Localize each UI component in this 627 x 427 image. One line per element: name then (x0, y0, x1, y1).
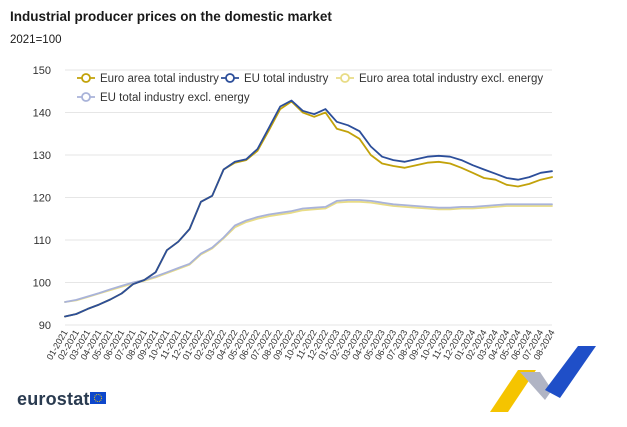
chart-subtitle: 2021=100 (10, 34, 62, 46)
legend-label[interactable]: EU total industry (244, 73, 329, 85)
series-lines (64, 99, 553, 318)
legend-label[interactable]: EU total industry excl. energy (100, 92, 250, 104)
y-tick-label: 90 (39, 320, 51, 332)
y-tick-label: 130 (33, 150, 51, 162)
legend: Euro area total industry EU total industr… (77, 73, 543, 104)
decorative-chevron-graphic (490, 346, 596, 412)
legend-swatch-marker (81, 92, 91, 102)
chart-title: Industrial producer prices on the domest… (10, 9, 332, 24)
series-line-2 (64, 200, 553, 303)
legend-swatch-marker (340, 73, 350, 83)
legend-label[interactable]: Euro area total industry (100, 73, 219, 85)
decor-blue-stroke (545, 346, 596, 398)
series-line-3 (64, 199, 553, 303)
y-tick-label: 110 (33, 235, 51, 247)
grid-lines (65, 69, 552, 326)
y-tick-label: 140 (33, 108, 51, 120)
x-axis-ticks: 01-202102-202103-202104-202105-202106-20… (45, 328, 557, 362)
eurostat-logo: eurostat (17, 389, 90, 409)
y-tick-label: 120 (33, 193, 51, 205)
legend-label[interactable]: Euro area total industry excl. energy (359, 73, 543, 85)
decor-grey-stroke (520, 372, 552, 400)
y-tick-label: 150 (33, 65, 51, 77)
y-axis-ticks: 90 100 110 120 130 140 150 (33, 65, 51, 332)
legend-swatch-marker (81, 73, 91, 83)
decor-yellow-stroke (490, 370, 536, 412)
y-tick-label: 100 (33, 278, 51, 290)
eu-flag-icon (90, 392, 106, 404)
series-line-1 (64, 99, 553, 318)
legend-swatch-marker (225, 73, 235, 83)
